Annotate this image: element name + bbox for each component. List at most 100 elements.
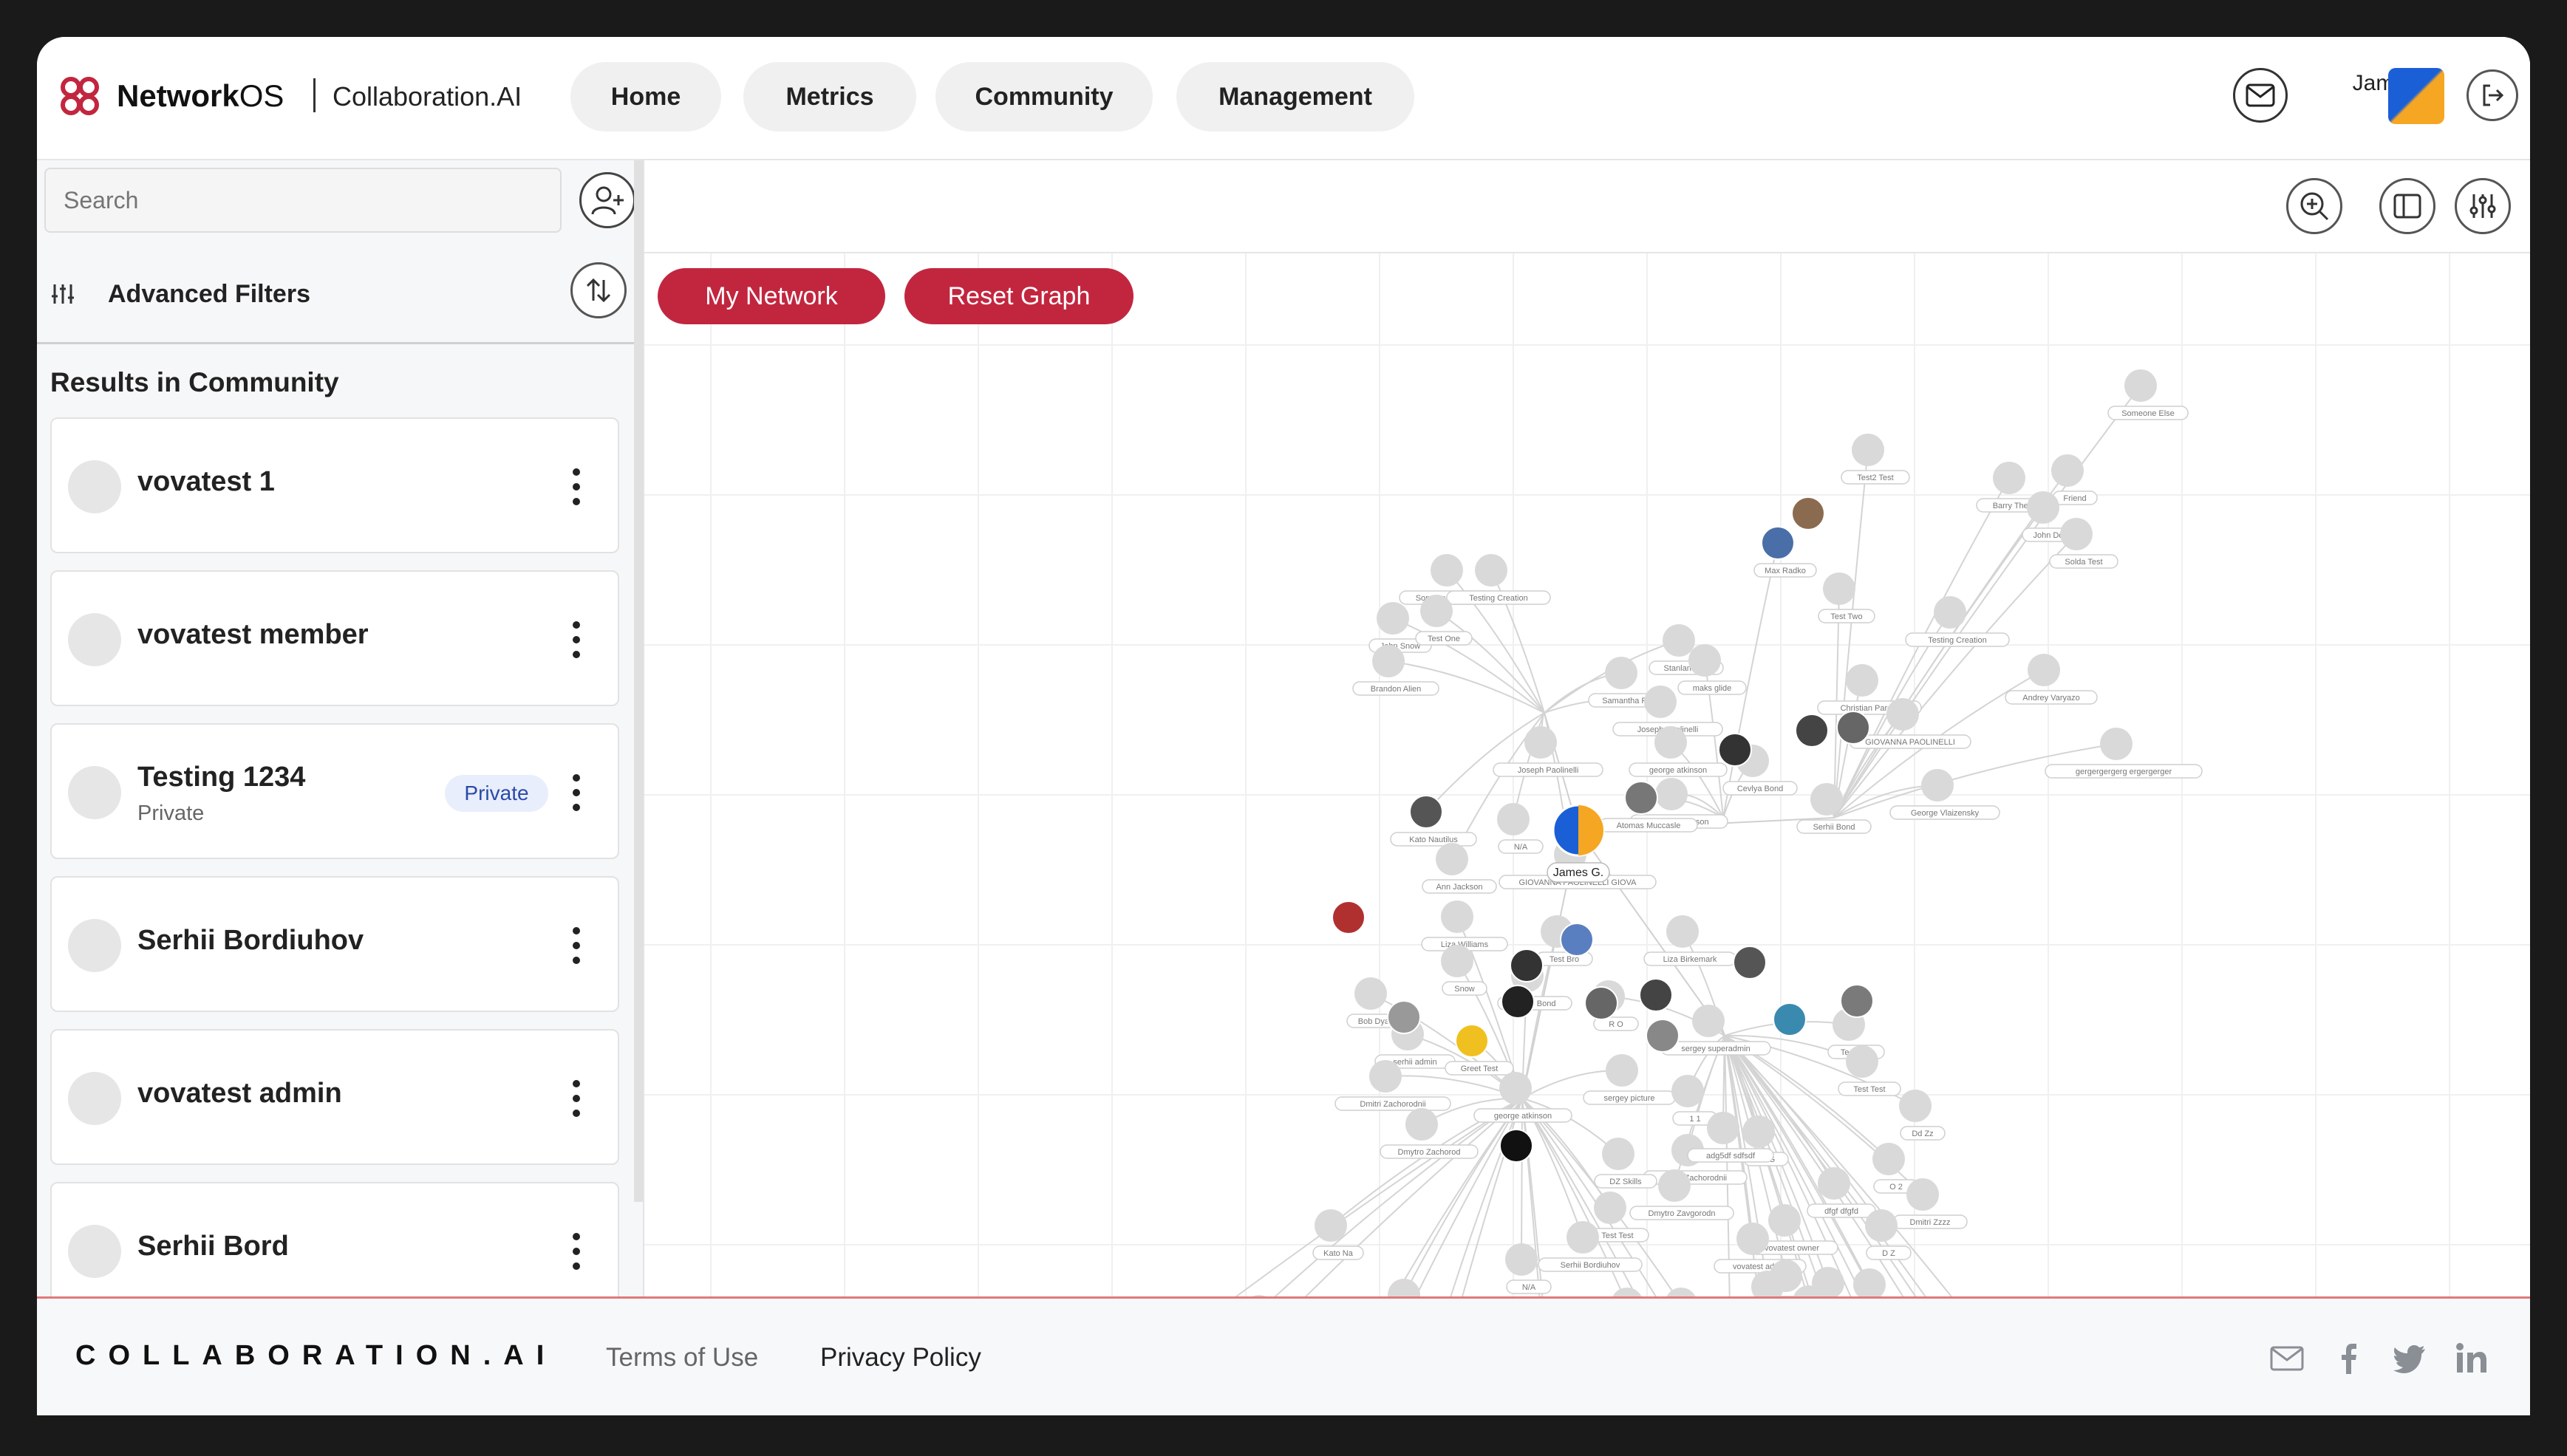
graph-node[interactable] — [1736, 1223, 1769, 1255]
user-photo-node[interactable] — [1387, 1000, 1421, 1034]
graph-node[interactable] — [1666, 915, 1699, 948]
nav-metrics[interactable]: Metrics — [743, 62, 916, 131]
more-vertical-icon[interactable] — [572, 621, 581, 659]
user-photo-node[interactable] — [1332, 900, 1366, 934]
graph-node[interactable] — [1611, 1288, 1643, 1296]
graph-node[interactable] — [1872, 1143, 1905, 1175]
graph-node[interactable] — [2028, 654, 2060, 686]
graph-node[interactable] — [1369, 1060, 1402, 1093]
graph-node[interactable] — [1505, 1243, 1538, 1276]
result-card[interactable]: Testing 1234 Private Private — [50, 723, 619, 859]
terms-of-use-link[interactable]: Terms of Use — [606, 1343, 759, 1372]
graph-node[interactable] — [1605, 657, 1637, 689]
graph-settings-button[interactable] — [2455, 178, 2511, 234]
more-vertical-icon[interactable] — [572, 773, 581, 812]
logout-button[interactable] — [2467, 69, 2518, 121]
graph-node[interactable] — [1993, 462, 2025, 494]
search-input[interactable] — [44, 168, 562, 233]
add-user-button[interactable] — [579, 172, 635, 228]
graph-node[interactable] — [1475, 554, 1507, 587]
graph-node[interactable] — [1692, 1005, 1725, 1037]
user-photo-node[interactable] — [1409, 795, 1443, 829]
result-card[interactable]: vovatest 1 — [50, 417, 619, 553]
graph-node[interactable] — [2124, 369, 2157, 402]
graph-node[interactable] — [1665, 1288, 1697, 1296]
graph-node[interactable] — [1852, 434, 1884, 466]
graph-node[interactable] — [1853, 1268, 1886, 1296]
graph-node[interactable] — [1567, 1221, 1599, 1254]
linkedin-icon[interactable] — [2453, 1340, 2490, 1377]
user-photo-node[interactable] — [1836, 711, 1870, 745]
graph-node[interactable] — [1405, 1108, 1438, 1141]
graph-node[interactable] — [1663, 624, 1695, 657]
user-photo-node[interactable] — [1584, 986, 1618, 1020]
more-vertical-icon[interactable] — [572, 468, 581, 506]
graph-node[interactable] — [1524, 726, 1557, 759]
user-photo-node[interactable] — [1639, 978, 1673, 1012]
graph-node[interactable] — [1906, 1178, 1939, 1211]
mail-icon[interactable] — [2268, 1340, 2305, 1377]
graph-node[interactable] — [1818, 1167, 1850, 1200]
graph-node[interactable] — [1899, 1090, 1932, 1122]
user-photo-node[interactable] — [1455, 1024, 1489, 1058]
result-card[interactable]: Serhii Bord — [50, 1182, 619, 1318]
more-vertical-icon[interactable] — [572, 1079, 581, 1118]
user-photo-node[interactable] — [1761, 526, 1795, 560]
facebook-icon[interactable] — [2331, 1340, 2367, 1377]
user-photo-node[interactable] — [1791, 496, 1825, 530]
nav-community[interactable]: Community — [935, 62, 1153, 131]
panel-toggle-button[interactable] — [2379, 178, 2435, 234]
graph-node[interactable] — [1354, 977, 1387, 1010]
graph-node[interactable] — [1934, 596, 1966, 629]
graph-node[interactable] — [2060, 518, 2093, 550]
user-avatar[interactable] — [2388, 68, 2444, 124]
graph-node[interactable] — [1921, 769, 1954, 802]
graph-node[interactable] — [1602, 1138, 1634, 1170]
reset-graph-button[interactable]: Reset Graph — [904, 268, 1133, 324]
user-photo-node[interactable] — [1646, 1019, 1680, 1053]
user-photo-node[interactable] — [1501, 985, 1535, 1019]
graph-node[interactable] — [1644, 686, 1677, 718]
graph-node[interactable] — [1751, 1271, 1784, 1296]
graph-node[interactable] — [1431, 554, 1463, 587]
more-vertical-icon[interactable] — [572, 926, 581, 965]
twitter-icon[interactable] — [2391, 1340, 2428, 1377]
graph-node[interactable] — [2100, 728, 2133, 760]
graph-node[interactable] — [1388, 1279, 1420, 1296]
graph-node[interactable] — [1768, 1204, 1801, 1237]
my-network-button[interactable]: My Network — [658, 268, 885, 324]
user-photo-node[interactable] — [1718, 733, 1752, 767]
graph-node[interactable] — [1688, 644, 1721, 677]
graph-node[interactable] — [2027, 491, 2059, 524]
user-photo-node[interactable] — [1840, 984, 1874, 1018]
graph-node[interactable] — [1812, 1267, 1844, 1296]
user-photo-node[interactable] — [1624, 781, 1658, 815]
user-photo-node[interactable] — [1795, 714, 1829, 748]
graph-node[interactable] — [1372, 645, 1405, 677]
privacy-policy-link[interactable]: Privacy Policy — [820, 1343, 981, 1372]
graph-node[interactable] — [1793, 1285, 1825, 1296]
network-graph-area[interactable]: Someone Else Test2 Test Barry The Sn Friend… — [644, 160, 2530, 1296]
result-card[interactable]: vovatest member — [50, 570, 619, 706]
graph-node[interactable] — [1886, 698, 1919, 731]
user-photo-node[interactable] — [1733, 946, 1767, 980]
graph-node[interactable] — [1499, 1072, 1532, 1104]
user-photo-node[interactable] — [1499, 1129, 1533, 1163]
graph-node[interactable] — [1823, 573, 1855, 605]
graph-node[interactable] — [1707, 1112, 1739, 1144]
more-vertical-icon[interactable] — [572, 1232, 581, 1271]
graph-node[interactable] — [1846, 1045, 1878, 1078]
graph-node[interactable] — [1742, 1115, 1775, 1148]
mail-button[interactable] — [2233, 68, 2288, 123]
graph-node[interactable] — [1441, 945, 1473, 977]
nav-management[interactable]: Management — [1176, 62, 1414, 131]
graph-node[interactable] — [1420, 595, 1453, 627]
advanced-filters-row[interactable]: Advanced Filters — [37, 245, 643, 344]
graph-node[interactable] — [1655, 778, 1688, 810]
sidebar-scrollbar[interactable] — [634, 160, 643, 1202]
graph-node[interactable] — [1497, 803, 1530, 835]
graph-node[interactable] — [1243, 1295, 1275, 1296]
graph-node[interactable] — [1658, 1169, 1691, 1202]
graph-node[interactable] — [1654, 726, 1687, 759]
